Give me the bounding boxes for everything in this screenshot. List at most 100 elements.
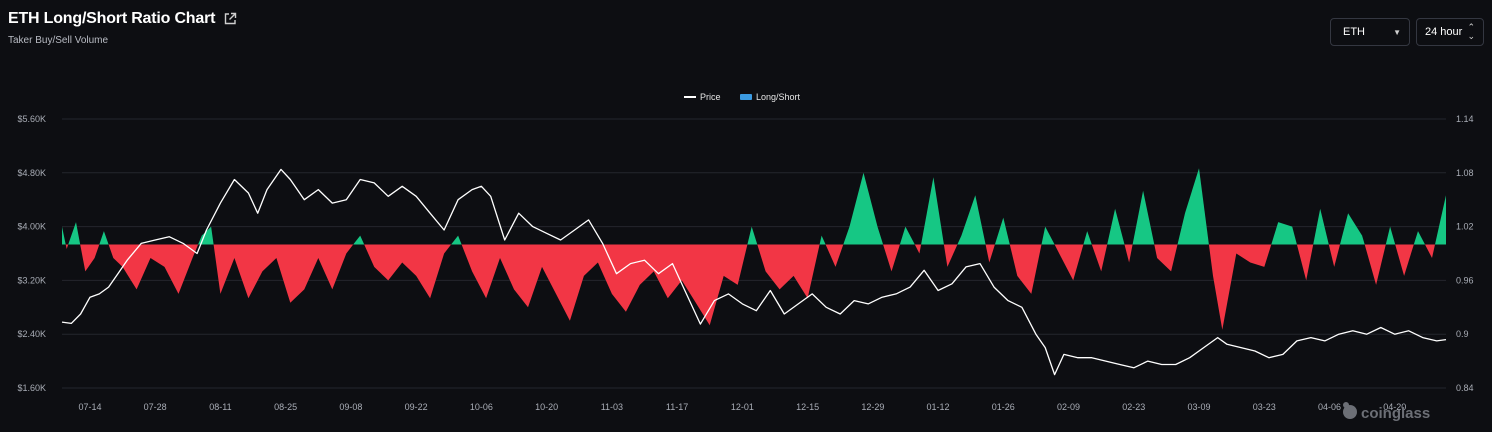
short-area-segment xyxy=(1364,244,1386,285)
x-tick-label: 04-06 xyxy=(1318,402,1341,412)
y-right-tick-label: 0.96 xyxy=(1456,275,1474,285)
long-area-segment xyxy=(451,235,462,245)
x-tick-label: 10-20 xyxy=(535,402,558,412)
x-tick-label: 12-01 xyxy=(731,402,754,412)
short-area-segment xyxy=(1124,244,1133,263)
short-area-segment xyxy=(943,244,958,267)
short-area-segment xyxy=(914,244,922,254)
x-tick-label: 03-09 xyxy=(1188,402,1211,412)
short-area-segment xyxy=(364,244,452,299)
short-area-segment xyxy=(1091,244,1108,272)
short-area-segment xyxy=(1154,244,1178,272)
long-area-segment xyxy=(198,226,214,245)
x-tick-label: 03-23 xyxy=(1253,402,1276,412)
long-area-segment xyxy=(1435,195,1446,245)
long-area-segment xyxy=(353,235,365,245)
short-area-segment xyxy=(1296,244,1314,281)
chevron-down-icon: ▼ xyxy=(1393,27,1401,37)
x-tick-label: 02-23 xyxy=(1122,402,1145,412)
y-right-tick-label: 0.9 xyxy=(1456,329,1469,339)
x-tick-label: 08-25 xyxy=(274,402,297,412)
logo-body xyxy=(1343,405,1357,419)
legend-price-label: Price xyxy=(700,92,721,102)
x-tick-label: 07-14 xyxy=(78,402,101,412)
y-right-tick-label: 1.08 xyxy=(1456,168,1474,178)
long-area-segment xyxy=(1177,168,1209,245)
short-area-segment xyxy=(108,244,199,294)
short-area-segment xyxy=(213,244,354,303)
short-area-segment xyxy=(80,244,100,272)
chart-legend: Price Long/Short xyxy=(684,92,801,102)
y-axis-right: 0.84 0.9 0.96 1.02 1.08 1.14 xyxy=(1456,114,1474,393)
y-left-tick-label: $4.00K xyxy=(17,222,46,232)
chart-subtitle: Taker Buy/Sell Volume xyxy=(8,35,109,46)
long-area-segment xyxy=(819,235,826,245)
x-tick-label: 01-12 xyxy=(927,402,950,412)
x-tick-label: 12-29 xyxy=(861,402,884,412)
long-area-segment xyxy=(1340,213,1365,245)
long-area-segment xyxy=(994,217,1010,245)
x-tick-label: 08-11 xyxy=(209,402,231,412)
x-tick-label: 11-17 xyxy=(666,402,688,412)
long-area-segment xyxy=(921,177,944,245)
long-area-segment xyxy=(957,195,986,245)
page-title: ETH Long/Short Ratio Chart xyxy=(8,10,216,27)
y-left-tick-label: $1.60K xyxy=(17,383,46,393)
external-link-icon[interactable] xyxy=(223,12,237,26)
long-area-segment xyxy=(1271,222,1297,245)
long-area-segment xyxy=(1385,226,1396,245)
y-left-tick-label: $2.40K xyxy=(17,329,46,339)
x-tick-label: 09-08 xyxy=(339,402,362,412)
short-area-segment xyxy=(461,244,748,326)
y-left-tick-label: $4.80K xyxy=(17,168,46,178)
y-right-tick-label: 1.14 xyxy=(1456,114,1474,124)
chart-controls: ETH ▼ 24 hour ⌃ ⌄ xyxy=(1330,18,1484,46)
long-short-areas xyxy=(62,168,1446,330)
chart-header: ETH Long/Short Ratio Chart Taker Buy/Sel… xyxy=(8,10,237,46)
long-area-segment xyxy=(899,226,915,245)
short-area-segment xyxy=(65,244,69,249)
period-select[interactable]: 24 hour ⌃ ⌄ xyxy=(1416,18,1484,46)
legend-long-short-swatch xyxy=(740,94,752,100)
x-tick-label: 07-28 xyxy=(144,402,167,412)
short-area-segment xyxy=(985,244,995,263)
x-axis: 07-14 07-28 08-11 08-25 09-08 09-22 10-06 10-20… xyxy=(78,402,1406,412)
updown-chevron-icon: ⌃ ⌄ xyxy=(1467,22,1475,41)
long-area-segment xyxy=(1132,190,1155,245)
x-tick-label: 11-03 xyxy=(601,402,623,412)
x-tick-label: 10-06 xyxy=(470,402,493,412)
period-select-value: 24 hour xyxy=(1425,26,1463,38)
long-area-segment xyxy=(1083,231,1092,245)
price-line-group xyxy=(61,168,1447,376)
short-area-segment xyxy=(1054,244,1084,281)
long-area-segment xyxy=(1413,231,1425,245)
x-tick-label: 01-26 xyxy=(992,402,1015,412)
coin-select-value: ETH xyxy=(1343,26,1365,38)
long-area-segment xyxy=(1313,208,1329,245)
long-area-segment xyxy=(99,231,109,245)
long-area-segment xyxy=(1107,208,1125,245)
title-row: ETH Long/Short Ratio Chart xyxy=(8,10,237,28)
legend-long-short-label: Long/Short xyxy=(756,92,801,102)
watermark-text: coinglass xyxy=(1361,405,1430,422)
short-area-segment xyxy=(883,244,900,272)
y-axis-left: $1.60K $2.40K $3.20K $4.00K $4.80K $5.60K xyxy=(17,114,46,393)
coin-select[interactable]: ETH ▼ xyxy=(1330,18,1410,46)
coinglass-watermark: coinglass xyxy=(1343,402,1430,422)
x-tick-label: 09-22 xyxy=(405,402,428,412)
long-area-segment xyxy=(1041,226,1055,245)
short-area-segment xyxy=(825,244,844,267)
y-right-tick-label: 0.84 xyxy=(1456,383,1474,393)
short-area-segment xyxy=(1395,244,1414,276)
y-left-tick-label: $5.60K xyxy=(17,114,46,124)
long-area-segment xyxy=(747,226,758,245)
short-area-segment xyxy=(1208,244,1272,330)
x-tick-label: 12-15 xyxy=(796,402,819,412)
coinglass-logo-icon xyxy=(1343,402,1357,419)
short-area-segment xyxy=(1328,244,1340,267)
short-area-segment xyxy=(1425,244,1435,258)
short-area-segment xyxy=(757,244,820,299)
long-area-segment xyxy=(843,172,884,245)
y-left-tick-label: $3.20K xyxy=(17,275,46,285)
